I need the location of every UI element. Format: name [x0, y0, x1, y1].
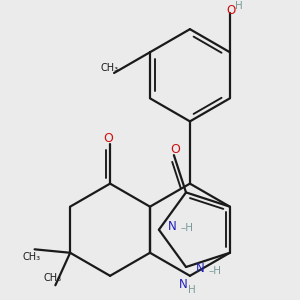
Text: CH₃: CH₃: [100, 63, 119, 73]
Text: CH₃: CH₃: [44, 273, 62, 283]
Text: N: N: [168, 220, 177, 233]
Text: H: H: [188, 286, 196, 296]
Text: –H: –H: [208, 266, 221, 275]
Text: N: N: [179, 278, 188, 290]
Text: O: O: [104, 132, 113, 145]
Text: O: O: [170, 143, 180, 156]
Text: O: O: [227, 4, 236, 17]
Text: H: H: [235, 1, 242, 11]
Text: N: N: [195, 262, 204, 275]
Text: CH₃: CH₃: [22, 252, 41, 262]
Text: –H: –H: [181, 223, 194, 233]
